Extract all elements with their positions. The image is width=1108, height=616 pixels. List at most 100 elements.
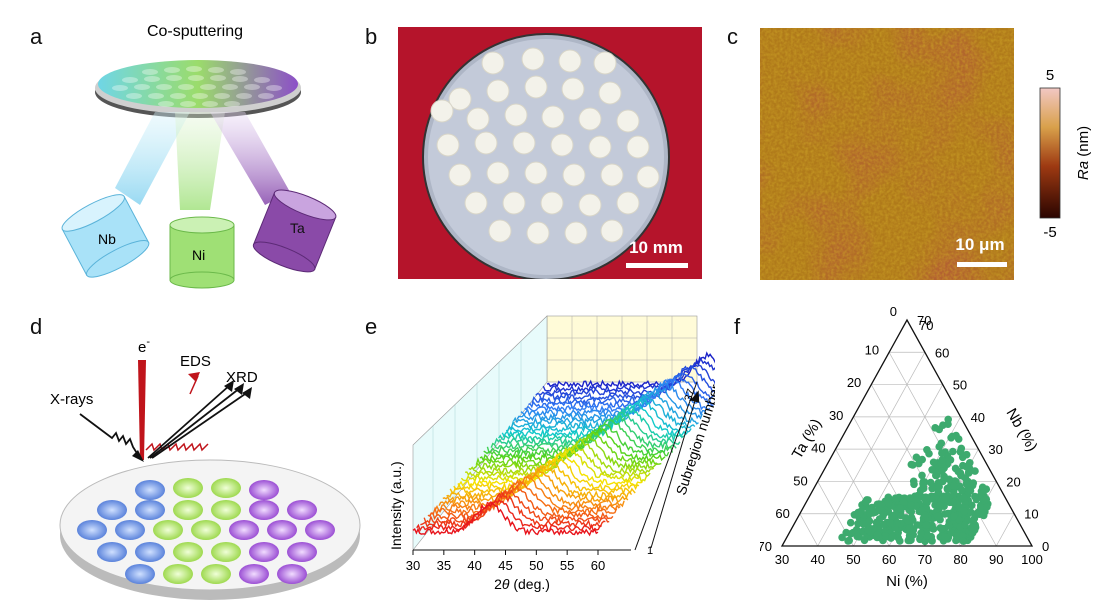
- ternary-ticks: 30 40 50 60 70 80 90 10070605040302010010203040…: [760, 304, 1049, 567]
- beam-ta: [210, 112, 290, 205]
- right-tick-label: 40: [971, 410, 985, 425]
- top-right-tick: 70: [919, 318, 933, 333]
- top-left-tick: 0: [890, 304, 897, 319]
- ternary-point: [860, 536, 869, 545]
- ternary-point: [961, 521, 969, 529]
- ternary-point: [944, 420, 952, 428]
- ternary-point: [938, 449, 946, 457]
- ternary-point: [962, 479, 971, 488]
- left-tick-label: 20: [847, 375, 861, 390]
- bottom-tick-label: 40: [810, 552, 824, 567]
- ternary-point: [921, 511, 929, 520]
- ternary-point: [972, 495, 981, 504]
- ternary-point: [952, 431, 960, 440]
- ternary-point: [966, 486, 975, 495]
- xrd-trace: [420, 491, 606, 529]
- left-tick-label: 10: [865, 342, 879, 357]
- ternary-point: [949, 482, 958, 490]
- xrd-x-tick-label: 60: [591, 558, 605, 573]
- ternary-point: [947, 529, 955, 537]
- label-electron: e-: [138, 336, 150, 356]
- xrd-x-tick-label: 40: [467, 558, 481, 573]
- xrd-trace: [438, 473, 625, 508]
- xrd-x-tick-label: 55: [560, 558, 574, 573]
- ternary-point: [899, 498, 908, 506]
- ternary-point: [958, 486, 966, 495]
- ternary-point: [979, 511, 988, 520]
- xrd-x-tick-label: 45: [498, 558, 512, 573]
- ternary-frame: [780, 318, 1034, 547]
- back-wall-grid: [547, 316, 697, 382]
- ternary-point: [929, 458, 938, 467]
- bottom-axis-label: Ni (%): [886, 573, 928, 590]
- ternary-point: [922, 521, 931, 530]
- ternary-point: [863, 526, 872, 534]
- ternary-point: [965, 461, 973, 469]
- left-tick-label: 40: [811, 441, 825, 456]
- xrd-trace: [539, 363, 715, 397]
- bottom-tick-label: 60: [882, 552, 896, 567]
- disc-subregions: [112, 66, 282, 107]
- panel-a-sputtering-diagram: Co-sputtering Nb Ni Ta: [61, 23, 337, 289]
- ternary-point: [907, 501, 915, 509]
- ternary-point: [916, 486, 925, 495]
- ternary-point: [926, 478, 935, 487]
- ternary-point: [921, 495, 930, 504]
- panel-b-wafer: 10 mm: [422, 33, 688, 281]
- panel-f-ternary-plot: 30 40 50 60 70 80 90 10070605040302010010203040…: [760, 304, 1049, 590]
- xrd-x-tick-label: 35: [437, 558, 451, 573]
- ternary-point: [875, 515, 884, 523]
- ternary-point: [941, 494, 950, 503]
- ternary-point: [846, 518, 855, 527]
- ternary-point: [919, 480, 927, 488]
- ternary-point: [880, 520, 888, 529]
- ternary-point: [918, 471, 926, 480]
- ternary-point: [966, 508, 975, 516]
- ternary-scatter: [838, 415, 992, 546]
- xrd-trace: [427, 483, 614, 521]
- ternary-point: [923, 446, 931, 454]
- xrd-trace: [453, 453, 640, 492]
- target-ni: [169, 216, 235, 289]
- ternary-point: [907, 536, 915, 544]
- xray-arrow: [79, 413, 141, 459]
- colorbar-max: 5: [1046, 67, 1054, 84]
- ternary-point: [938, 456, 947, 464]
- ternary-point: [977, 503, 985, 512]
- xrd-trace: [535, 365, 715, 401]
- ternary-point: [936, 501, 944, 510]
- ternary-point: [910, 480, 918, 489]
- ternary-point: [897, 511, 905, 520]
- ternary-point: [928, 466, 936, 474]
- xrd-trace: [516, 386, 703, 422]
- ternary-point: [983, 503, 991, 511]
- bottom-tick-label: 50: [846, 552, 860, 567]
- xrd-trace: [524, 377, 711, 414]
- bottom-tick-label: 90: [989, 552, 1003, 567]
- xrd-x-tick-label: 30: [406, 558, 420, 573]
- target-ta: [252, 189, 337, 273]
- z-end-label: 37: [682, 388, 697, 403]
- ternary-point: [888, 532, 897, 541]
- panel-label-a: a: [30, 24, 43, 49]
- ternary-point: [982, 495, 991, 503]
- xrd-trace: [475, 430, 662, 468]
- ternary-point: [844, 537, 852, 545]
- ternary-point: [859, 520, 868, 528]
- xrd-trace: [412, 501, 599, 537]
- panel-a-title: Co-sputtering: [147, 23, 243, 40]
- beam-ni: [175, 112, 225, 210]
- ternary-point: [956, 469, 965, 477]
- ternary-point: [917, 529, 925, 537]
- xlabel: 2θ (deg.): [494, 576, 550, 592]
- ternary-point: [935, 442, 943, 451]
- ternary-point: [886, 518, 894, 527]
- xrd-x-ticks: 30 35 40 45 50 55 60: [406, 550, 605, 573]
- ternary-point: [909, 461, 917, 469]
- ternary-point: [950, 512, 958, 521]
- target-nb: [61, 194, 150, 278]
- ternary-point: [877, 500, 886, 509]
- ternary-point: [905, 524, 914, 532]
- ternary-point: [896, 504, 905, 513]
- ternary-point: [861, 498, 870, 506]
